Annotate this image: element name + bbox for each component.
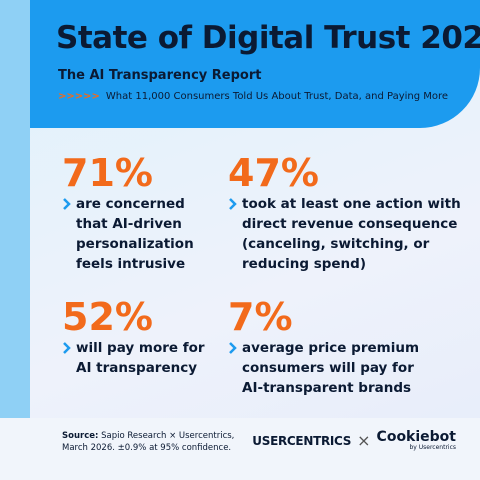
stat: 47% took at least one action with direct r…: [228, 152, 461, 274]
chevron: [63, 198, 71, 210]
stat-line: direct revenue consequence: [242, 216, 458, 232]
footer: Source: Sapio Research × Usercentrics, Ma…: [0, 418, 480, 480]
stat-line: AI-transparent brands: [242, 380, 412, 396]
stat: 52% will pay more for AI transparency: [62, 296, 205, 378]
side-strip: [0, 0, 30, 440]
tagline: What 11,000 Consumers Told Us About Trus…: [105, 91, 449, 102]
stat-line: are concerned: [62, 194, 194, 214]
source-line: Sapio Research × Usercentrics,: [101, 431, 235, 441]
header: State of Digital Trust 2026 The AI Trans…: [30, 0, 480, 128]
stat: 7% average price premium consumers will pa…: [228, 296, 419, 398]
chevron: [229, 342, 237, 354]
stat-value: 47%: [228, 151, 319, 195]
stat-line: will pay more for: [62, 338, 205, 358]
cookiebot-name: Cookiebot: [376, 429, 456, 445]
subtitle: The AI Transparency Report: [58, 68, 262, 83]
source: Source: Sapio Research × Usercentrics, Ma…: [62, 430, 234, 454]
stat-line: (canceling, switching, or: [242, 236, 430, 252]
stat-line: personalization: [76, 236, 194, 252]
chevron: [229, 198, 237, 210]
chevron: [63, 342, 71, 354]
stat-value: 52%: [62, 295, 153, 339]
stat-line: consumers will pay for: [242, 360, 414, 376]
source-label: Source:: [62, 431, 99, 441]
stat-line: that AI-driven: [76, 216, 182, 232]
tagline-row: >>>>> What 11,000 Consumers Told Us About…: [58, 91, 448, 102]
stat-value: 7%: [228, 295, 293, 339]
title: State of Digital Trust 2026: [56, 20, 480, 56]
stat-line: feels intrusive: [76, 256, 186, 272]
cookiebot-sub: by Usercentrics: [409, 444, 456, 451]
source-line: March 2026. ±0.9% at 95% confidence.: [62, 443, 232, 453]
logos: USERCENTRICS × Cookiebot by Usercentrics: [252, 430, 456, 451]
usercentrics-logo: USERCENTRICS: [252, 433, 352, 448]
stat-line: reducing spend): [242, 256, 366, 272]
stat-value: 71%: [62, 151, 153, 195]
times: ×: [357, 431, 371, 450]
stat-line: average price premium: [228, 338, 419, 358]
arrows: >>>>>: [58, 91, 100, 102]
stat: 71% are concerned that AI-driven personaliz…: [62, 152, 194, 274]
stat-line: AI transparency: [76, 360, 198, 376]
cookiebot-logo: Cookiebot by Usercentrics: [377, 430, 456, 451]
stat-line: took at least one action with: [228, 194, 461, 214]
